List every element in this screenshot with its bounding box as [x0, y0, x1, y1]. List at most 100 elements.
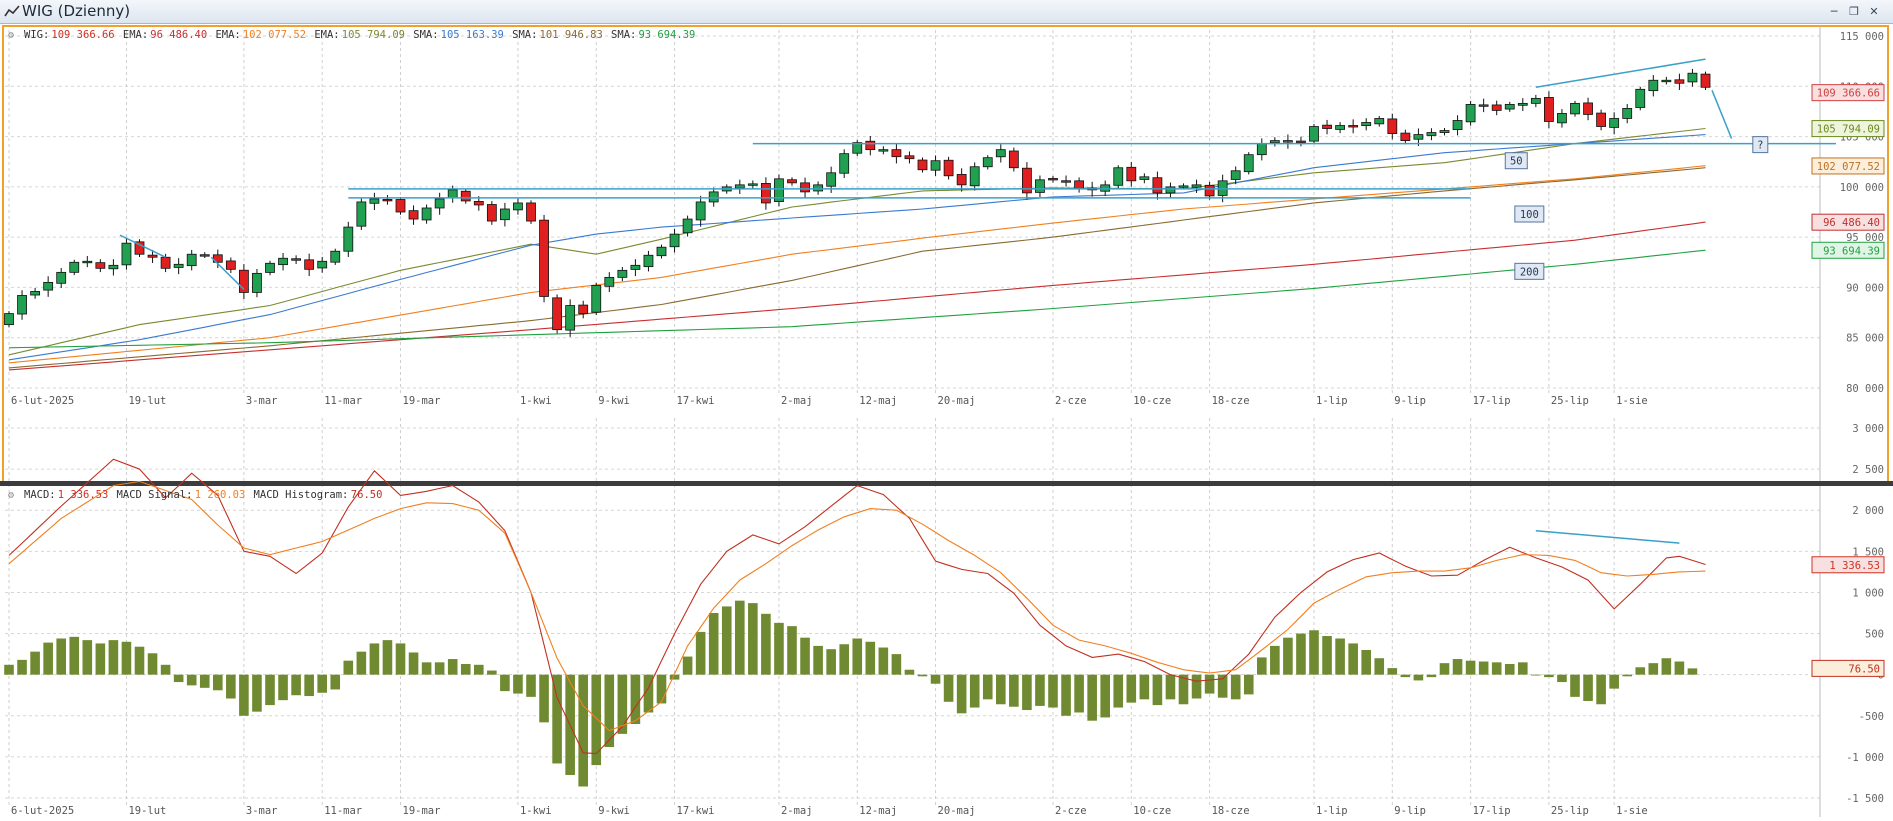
candle-body	[330, 250, 341, 263]
candle-body	[1426, 132, 1437, 136]
macd-x-label: 17-kwi	[677, 805, 715, 817]
ma-tag-label: 200	[1520, 266, 1539, 278]
macd-legend-value: 1 336.53	[58, 489, 109, 501]
candle-body	[930, 160, 941, 171]
macd-x-label: 9-lip	[1394, 805, 1426, 817]
macd-tick-label: 1 000	[1852, 587, 1884, 599]
candle-body	[1700, 73, 1711, 88]
candle-body	[969, 166, 980, 187]
macd-histogram-bar	[487, 670, 497, 675]
macd-histogram-bar	[982, 674, 993, 700]
price-legend-value: 109 366.66	[51, 29, 114, 41]
price-x-label: 2-cze	[1055, 395, 1087, 407]
close-icon[interactable]: ✕	[1869, 5, 1879, 18]
candle-body	[669, 233, 680, 248]
candle-body	[891, 149, 902, 158]
macd-histogram-bar	[578, 674, 588, 787]
candle-body	[30, 291, 41, 296]
candle-body	[1061, 180, 1071, 183]
macd-histogram-bar	[265, 674, 275, 706]
macd-histogram-bar	[4, 664, 14, 675]
macd-histogram-bar	[1126, 674, 1137, 703]
candle-body	[317, 260, 328, 269]
macd-x-label: 1-kwi	[520, 805, 552, 817]
macd-histogram-bar	[1557, 674, 1567, 683]
macd-histogram-bar	[852, 638, 863, 675]
candle-body	[1596, 112, 1606, 127]
macd-histogram-bar	[1087, 674, 1097, 721]
candle-body	[486, 204, 497, 222]
macd-histogram-bar	[1100, 674, 1110, 718]
price-x-label: 17-lip	[1473, 395, 1511, 407]
candle-body	[539, 219, 549, 297]
candle-body	[17, 295, 27, 315]
macd-histogram-bar	[891, 654, 902, 675]
macd-histogram-bar	[761, 613, 771, 675]
candle-body	[1074, 180, 1084, 190]
macd-histogram-bar	[1348, 643, 1358, 675]
macd-histogram-bar	[956, 674, 967, 714]
candle-body	[1635, 88, 1646, 108]
price-x-label: 20-maj	[938, 395, 976, 407]
candle-body	[1465, 103, 1476, 123]
macd-x-label: 17-lip	[1473, 805, 1511, 817]
macd-histogram-bar	[199, 674, 210, 688]
macd-histogram-bar	[1648, 663, 1659, 675]
macd-histogram-bar	[1387, 668, 1398, 675]
candle-body	[356, 201, 367, 227]
candle-body	[56, 271, 67, 284]
candle-body	[852, 142, 863, 154]
macd-histogram-bar	[1661, 658, 1672, 675]
trend-line	[1535, 58, 1706, 89]
macd-histogram-bar	[865, 641, 876, 675]
candle-body	[1361, 122, 1372, 127]
settings-icon: ⚙	[7, 490, 14, 501]
macd-histogram-bar	[226, 674, 236, 699]
macd-x-label: 19-lut	[128, 805, 166, 817]
ma-line-2	[8, 127, 1706, 356]
macd-histogram-bar	[721, 606, 732, 675]
candle-body	[265, 262, 275, 273]
candle-body	[826, 172, 837, 187]
macd-x-label: 2-maj	[781, 805, 813, 817]
candle-body	[1309, 126, 1319, 142]
macd-tick-label: -1 500	[1846, 793, 1884, 805]
candle-body	[1439, 130, 1450, 133]
candle-body	[1269, 140, 1280, 144]
macd-histogram-bar	[969, 674, 980, 708]
macd-histogram-bar	[617, 674, 628, 734]
candle-body	[1478, 104, 1489, 107]
macd-histogram-bar	[1152, 674, 1163, 706]
ma-line-0	[8, 221, 1706, 371]
macd-histogram-bar	[1022, 674, 1032, 711]
macd-histogram-bar	[513, 674, 523, 694]
candle-body	[565, 305, 576, 331]
candle-body	[526, 202, 536, 222]
window-title: WIG (Dzienny)	[22, 2, 131, 20]
candle-body	[1178, 185, 1189, 188]
price-tick-label: 80 000	[1846, 383, 1884, 395]
macd-x-label: 25-lip	[1551, 805, 1589, 817]
macd-histogram-bar	[1165, 674, 1176, 700]
macd-histogram-bar	[1035, 674, 1045, 706]
macd-histogram-bar	[1687, 668, 1698, 675]
price-badge-box	[1811, 120, 1885, 138]
price-x-label: 25-lip	[1551, 395, 1589, 407]
candle-body	[225, 260, 236, 270]
candle-body	[395, 199, 406, 213]
price-tick-label: 85 000	[1846, 333, 1884, 345]
candle-body	[1557, 113, 1567, 124]
macd-histogram-bar	[82, 640, 93, 675]
price-badge-text: 102 077.52	[1817, 161, 1880, 173]
macd-tick-label: 2 500	[1852, 464, 1884, 476]
restore-icon[interactable]: ❐	[1849, 5, 1859, 18]
candle-body	[369, 198, 380, 204]
candle-body	[1648, 79, 1659, 92]
candle-body	[460, 190, 471, 202]
minimize-icon[interactable]: ─	[1830, 5, 1838, 18]
macd-x-label: 2-cze	[1055, 805, 1087, 817]
macd-histogram-bar	[186, 674, 197, 686]
candle-body	[1035, 179, 1045, 193]
macd-histogram-bar	[1400, 674, 1411, 678]
